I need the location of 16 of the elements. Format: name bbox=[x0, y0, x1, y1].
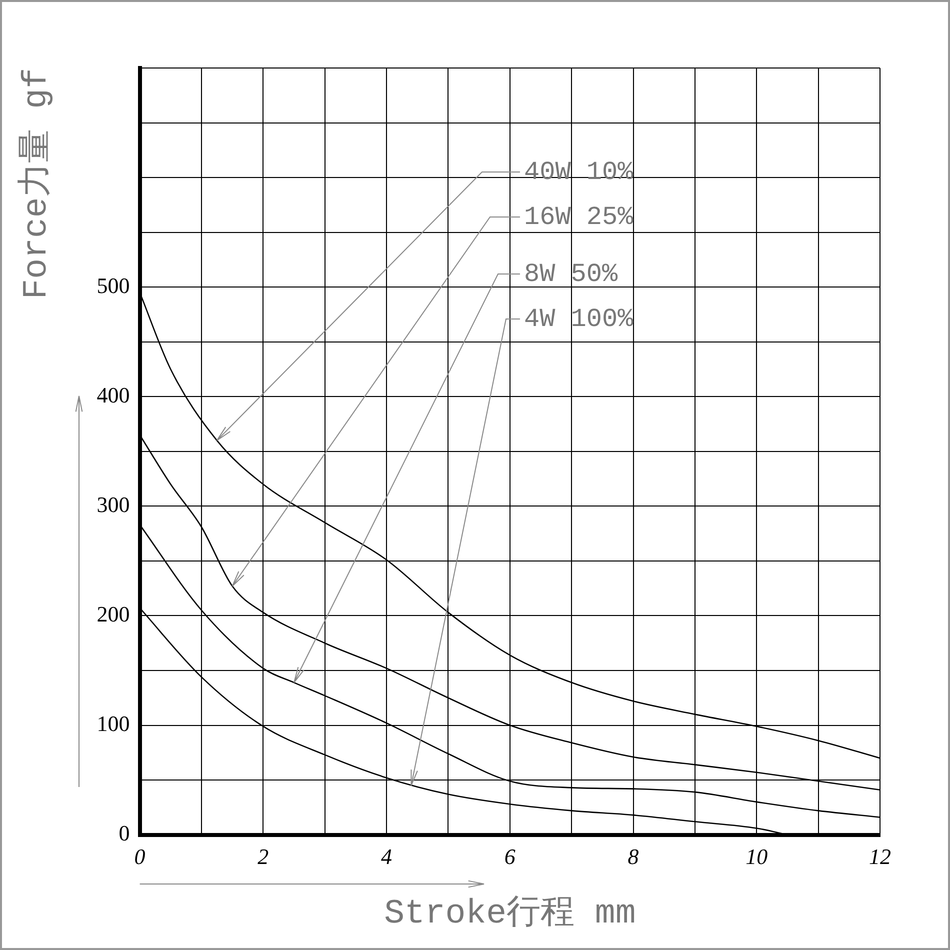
y-axis-title: Force力量 gf bbox=[17, 68, 56, 300]
x-tick-label: 6 bbox=[504, 844, 516, 869]
annotation: 8W 50% bbox=[524, 258, 618, 289]
y-tick-label: 100 bbox=[96, 711, 130, 736]
y-tick-label: 500 bbox=[96, 272, 130, 298]
y-tick-label: 200 bbox=[96, 601, 130, 626]
x-tick-label: 0 bbox=[134, 844, 146, 869]
x-tick-label: 8 bbox=[628, 844, 639, 869]
x-axis-title: Stroke行程 mm bbox=[384, 894, 636, 934]
y-tick-label: 300 bbox=[96, 492, 130, 517]
y-tick-label: 400 bbox=[96, 382, 130, 408]
x-tick-label: 2 bbox=[258, 844, 269, 869]
y-tick-label: 0 bbox=[118, 820, 130, 846]
x-tick-label: 12 bbox=[869, 844, 891, 869]
x-tick-label: 10 bbox=[746, 844, 768, 869]
x-tick-label: 4 bbox=[381, 844, 392, 869]
